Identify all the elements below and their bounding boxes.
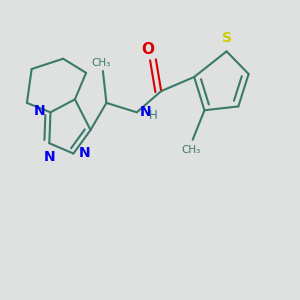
Text: N: N <box>44 150 56 164</box>
Text: O: O <box>141 42 154 57</box>
Text: CH₃: CH₃ <box>92 58 111 68</box>
Text: H: H <box>149 109 158 122</box>
Text: N: N <box>79 146 90 160</box>
Text: N: N <box>34 104 45 118</box>
Text: N: N <box>140 105 151 119</box>
Text: CH₃: CH₃ <box>182 145 201 155</box>
Text: S: S <box>222 31 232 45</box>
